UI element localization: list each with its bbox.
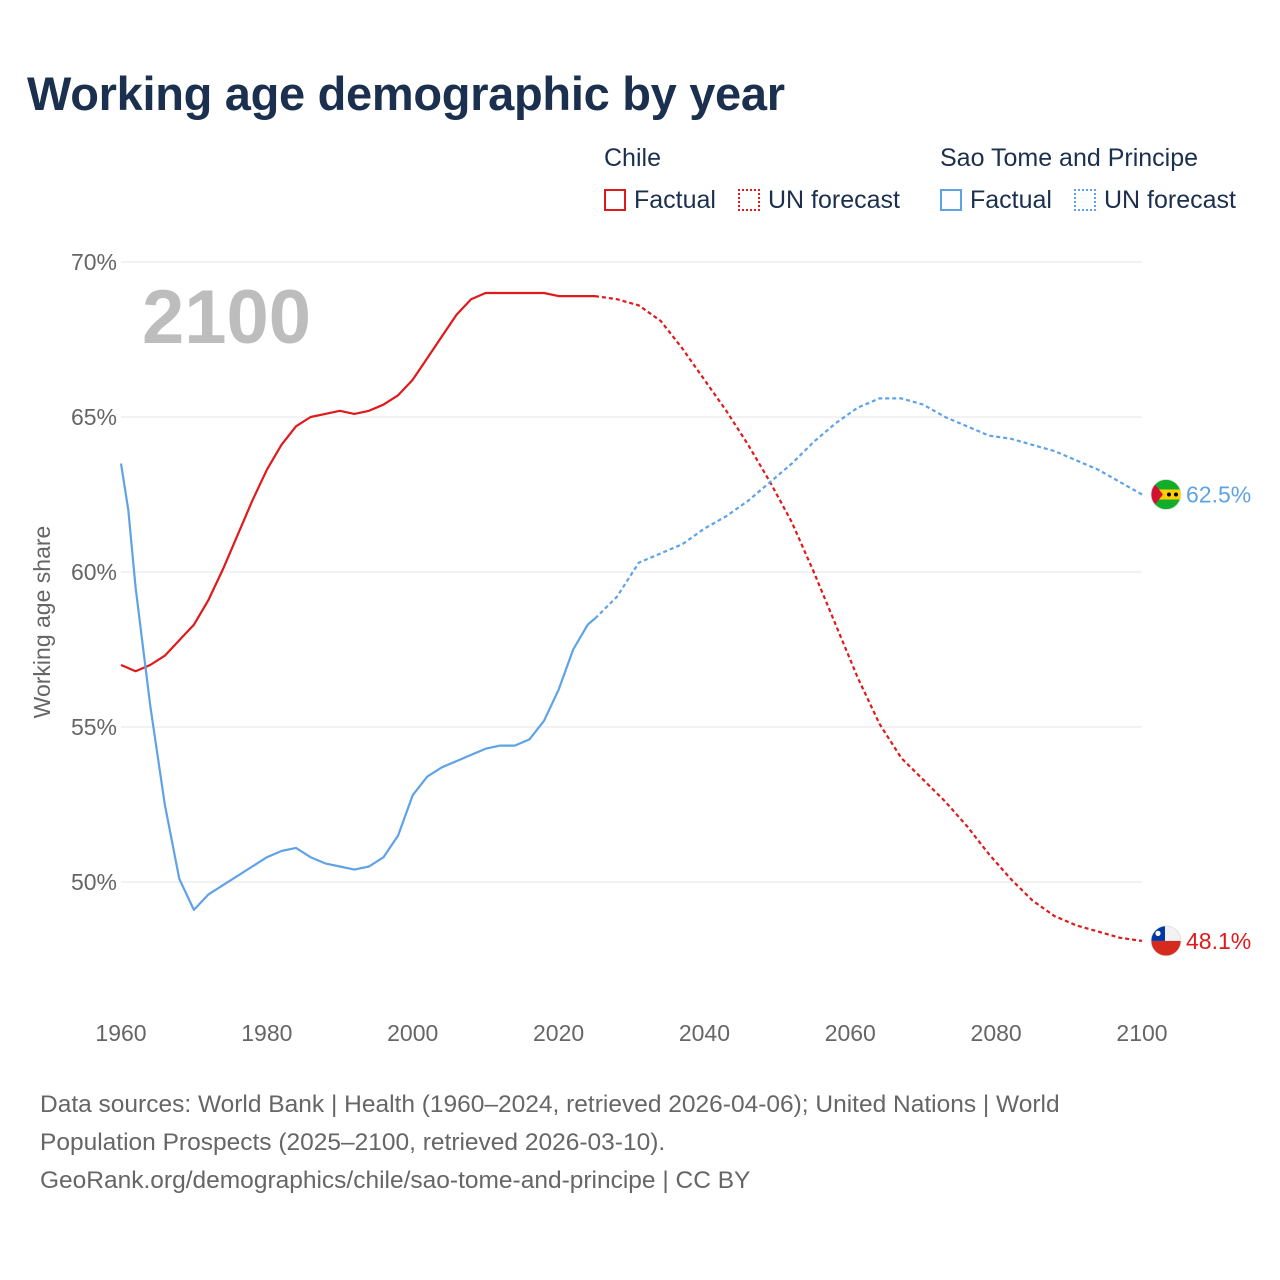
legend-chile-title: Chile: [604, 144, 661, 172]
series-lines: [119, 291, 1143, 942]
y-tick-label: 50%: [71, 869, 117, 895]
chart-title: Working age demographic by year: [27, 67, 785, 120]
series-line-sao-tome-factual: [119, 463, 596, 911]
grid-lines: [121, 261, 1142, 883]
x-axis-ticks: 1960 1980 2000 2020 2040 2060 2080 2100: [95, 1020, 1167, 1046]
series-line-chile-factual: [120, 291, 595, 673]
footer-sources: Data sources: World Bank | Health (1960–…: [40, 1086, 1220, 1200]
x-tick-label: 2000: [387, 1020, 438, 1046]
y-axis-label: Working age share: [29, 526, 55, 719]
x-tick-label: 2080: [971, 1020, 1022, 1046]
series-line-sao-tome-forecast: [594, 397, 1143, 620]
y-axis-ticks: 50% 55% 60% 65% 70%: [71, 249, 117, 895]
legend-chile-forecast-swatch: [738, 189, 760, 211]
x-tick-label: 2100: [1116, 1020, 1167, 1046]
y-tick-label: 65%: [71, 404, 117, 430]
x-tick-label: 1960: [95, 1020, 146, 1046]
year-overlay: 2100: [142, 275, 311, 360]
legend-stp-forecast-label: UN forecast: [1104, 185, 1236, 214]
end-value-label-sao-tome: 62.5%: [1186, 482, 1251, 508]
legend-chile-forecast-label: UN forecast: [768, 185, 900, 214]
legend-stp-factual[interactable]: Factual: [940, 186, 1052, 214]
footer-line-2: Population Prospects (2025–2100, retriev…: [40, 1129, 666, 1156]
end-value-label-chile: 48.1%: [1186, 928, 1251, 954]
legend-stp-title: Sao Tome and Principe: [940, 144, 1199, 172]
legend-chile-forecast[interactable]: UN forecast: [738, 186, 900, 214]
chile-flag-icon: [1150, 925, 1182, 957]
end-markers: 48.1% 62.5%: [1150, 479, 1251, 957]
legend-chile-factual[interactable]: Factual: [604, 186, 716, 214]
y-tick-label: 70%: [71, 249, 117, 275]
y-tick-label: 55%: [71, 714, 117, 740]
footer-line-3: GeoRank.org/demographics/chile/sao-tome-…: [40, 1167, 751, 1194]
legend-stp-forecast-swatch: [1074, 189, 1096, 211]
footer-line-1: Data sources: World Bank | Health (1960–…: [40, 1091, 1060, 1118]
legend-stp-forecast[interactable]: UN forecast: [1074, 186, 1236, 214]
sao-tome-flag-icon: [1150, 479, 1182, 510]
x-tick-label: 1980: [241, 1020, 292, 1046]
legend-stp-factual-label: Factual: [970, 185, 1052, 214]
series-line-chile-forecast: [594, 295, 1143, 942]
legend-stp-factual-swatch: [940, 189, 962, 211]
x-tick-label: 2040: [679, 1020, 730, 1046]
y-tick-label: 60%: [71, 559, 117, 585]
line-chart: 50% 55% 60% 65% 70% 1960 1980 2000 2020 2040 2060…: [29, 249, 1251, 1046]
x-tick-label: 2020: [533, 1020, 584, 1046]
x-tick-label: 2060: [825, 1020, 876, 1046]
legend-chile-factual-label: Factual: [634, 185, 716, 214]
legend-chile-factual-swatch: [604, 189, 626, 211]
